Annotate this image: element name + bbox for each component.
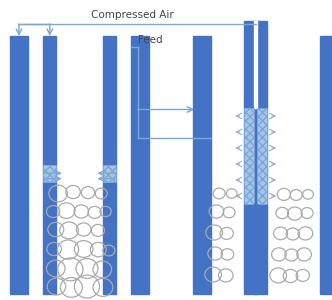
Bar: [193, 36, 332, 294]
Bar: [10, 36, 149, 294]
Text: Compressed Air: Compressed Air: [91, 11, 174, 20]
Bar: [320, 36, 332, 294]
Bar: [28, 180, 131, 294]
Bar: [43, 165, 56, 181]
Bar: [43, 180, 56, 294]
Bar: [103, 165, 116, 181]
Bar: [131, 36, 149, 294]
Bar: [244, 108, 254, 204]
Bar: [103, 36, 116, 180]
Bar: [10, 36, 28, 294]
Bar: [254, 204, 257, 294]
Bar: [257, 108, 267, 204]
Bar: [193, 36, 211, 294]
Text: Feed: Feed: [138, 35, 162, 45]
Bar: [254, 21, 257, 108]
Bar: [103, 180, 116, 294]
Bar: [43, 36, 56, 180]
Bar: [244, 21, 267, 294]
